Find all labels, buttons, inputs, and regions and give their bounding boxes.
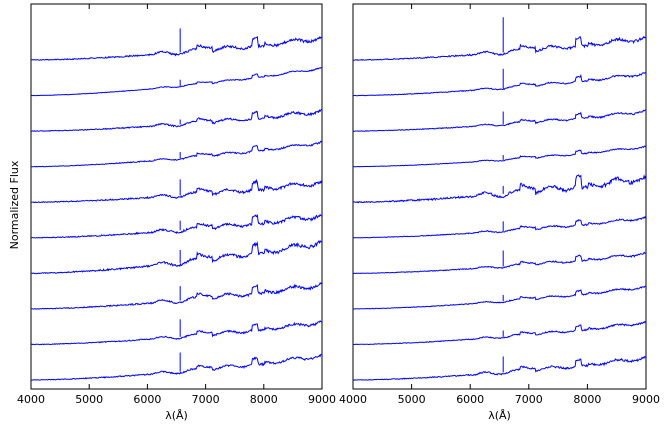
spectrum-line bbox=[352, 285, 646, 310]
left-x-axis-label: λ(Å) bbox=[165, 409, 188, 422]
spectrum-line bbox=[352, 216, 646, 239]
spectrum-line bbox=[352, 355, 646, 381]
right-panel: 4000 5000 6000 7000 8000 9000 λ(Å) bbox=[339, 3, 660, 422]
x-tick-label: 8000 bbox=[250, 393, 278, 406]
x-tick-label: 6000 bbox=[456, 393, 484, 406]
x-tick-label: 6000 bbox=[133, 393, 161, 406]
x-tick-label: 7000 bbox=[515, 393, 543, 406]
spectrum-line bbox=[352, 35, 646, 61]
x-tick-label: 7000 bbox=[192, 393, 220, 406]
right-x-axis-label: λ(Å) bbox=[488, 409, 511, 422]
left-x-ticks: 4000 5000 6000 7000 8000 9000 bbox=[17, 4, 336, 406]
x-tick-label: 9000 bbox=[308, 393, 336, 406]
spectrum-line bbox=[353, 72, 646, 97]
spectrum-line bbox=[30, 178, 322, 204]
spectrum-line bbox=[352, 174, 646, 204]
x-tick-label: 9000 bbox=[632, 393, 660, 406]
right-plot-frame bbox=[352, 3, 647, 390]
spectrum-line bbox=[30, 108, 322, 132]
spectrum-line bbox=[353, 320, 646, 346]
spectrum-line bbox=[30, 35, 322, 61]
left-spectra bbox=[30, 28, 322, 381]
spectrum-line bbox=[352, 251, 646, 275]
y-axis-label: Normalized Flux bbox=[8, 160, 21, 249]
spectrum-line bbox=[30, 140, 322, 168]
x-tick-label: 5000 bbox=[75, 393, 103, 406]
x-tick-label: 4000 bbox=[17, 393, 45, 406]
right-spectra bbox=[352, 17, 646, 381]
spectrum-line bbox=[30, 213, 322, 239]
x-tick-label: 5000 bbox=[398, 393, 426, 406]
spectrum-line bbox=[30, 320, 322, 346]
spectrum-line bbox=[30, 239, 322, 275]
spectrum-line bbox=[30, 67, 322, 97]
left-plot-frame bbox=[30, 3, 323, 390]
right-x-ticks: 4000 5000 6000 7000 8000 9000 bbox=[339, 4, 660, 406]
spectrum-line bbox=[353, 145, 646, 168]
spectrum-line bbox=[30, 282, 322, 310]
spectrum-line bbox=[31, 353, 322, 381]
spectrum-line bbox=[352, 109, 646, 132]
left-panel: 4000 5000 6000 7000 8000 9000 λ(Å) bbox=[17, 3, 336, 422]
x-tick-label: 8000 bbox=[573, 393, 601, 406]
x-tick-label: 4000 bbox=[339, 393, 367, 406]
